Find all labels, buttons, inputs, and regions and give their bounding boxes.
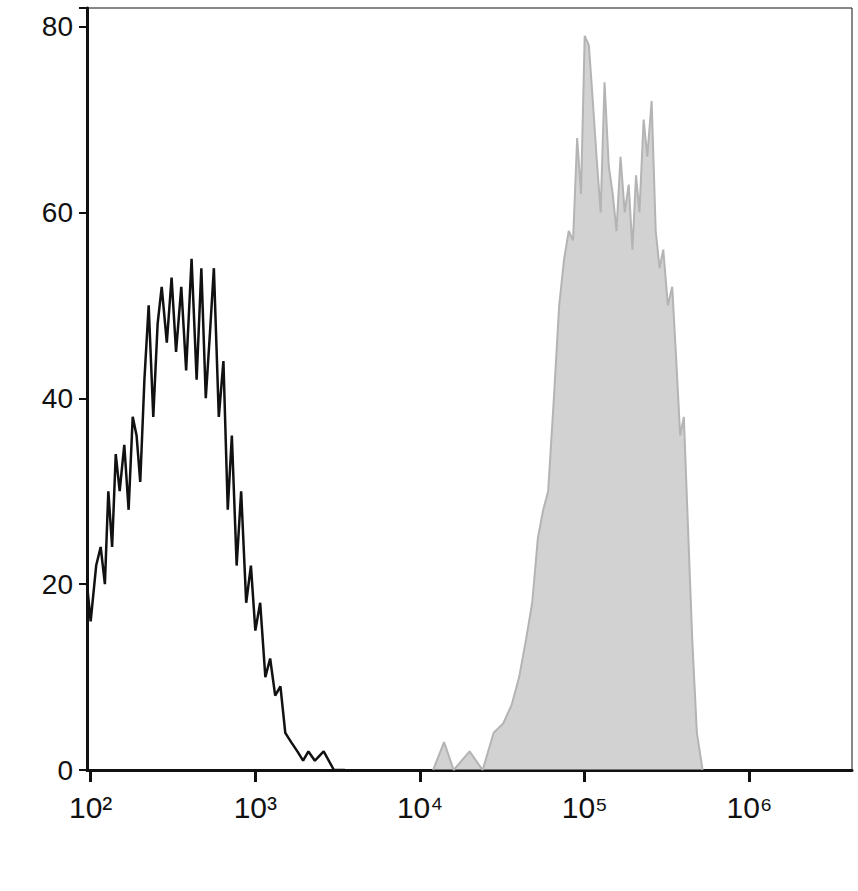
svg-text:60: 60 xyxy=(42,197,73,228)
svg-text:20: 20 xyxy=(42,569,73,600)
svg-text:10⁶: 10⁶ xyxy=(727,791,773,824)
svg-text:10³: 10³ xyxy=(234,791,277,824)
svg-text:10⁵: 10⁵ xyxy=(562,791,608,824)
svg-text:10²: 10² xyxy=(69,791,112,824)
svg-text:80: 80 xyxy=(42,11,73,42)
svg-text:10⁴: 10⁴ xyxy=(397,791,443,824)
svg-text:40: 40 xyxy=(42,383,73,414)
svg-text:0: 0 xyxy=(57,755,73,786)
